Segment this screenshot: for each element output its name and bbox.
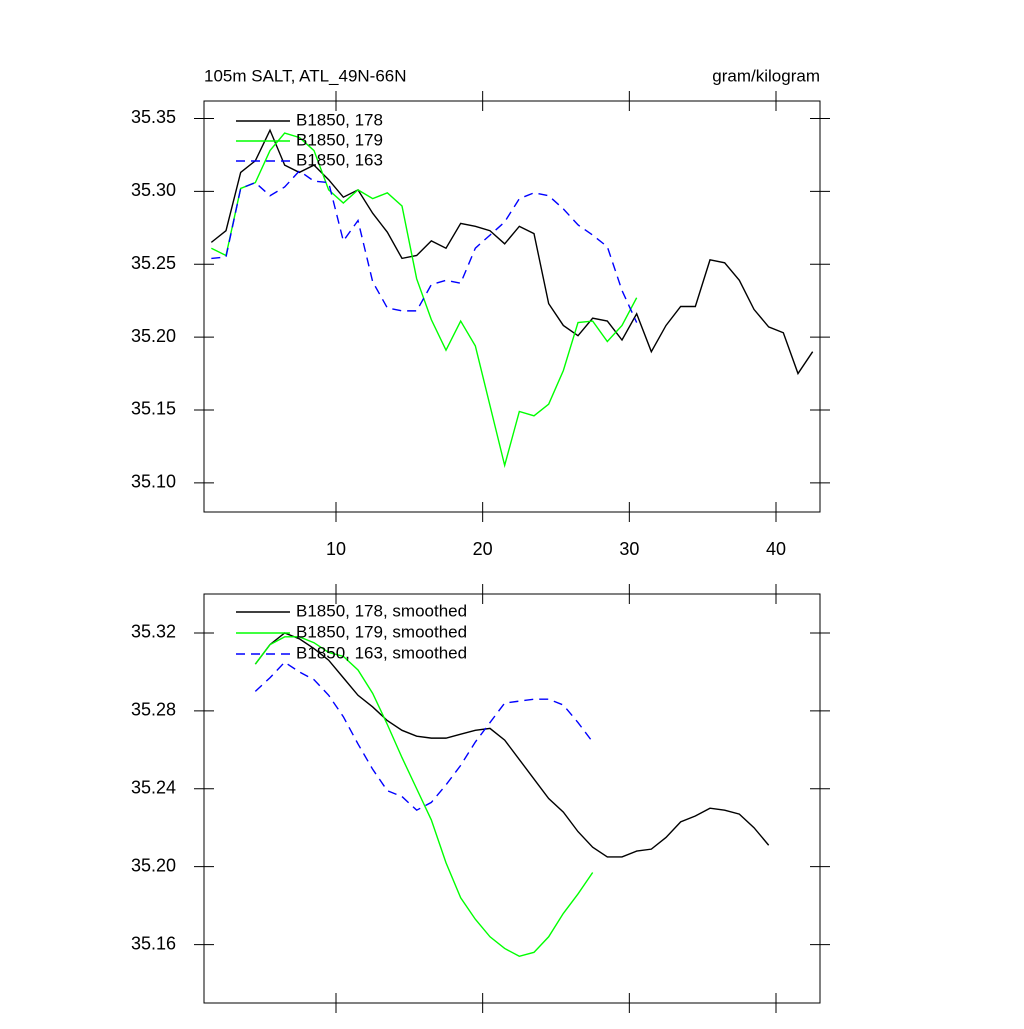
- x-tick-label: 10: [326, 539, 346, 559]
- legend-label: B1850, 163: [296, 150, 383, 169]
- plot-frame: [203, 100, 821, 513]
- y-tick-label: 35.16: [131, 933, 176, 953]
- y-tick-label: 35.25: [131, 253, 176, 273]
- y-tick-label: 35.28: [131, 700, 176, 720]
- y-tick-label: 35.20: [131, 855, 176, 875]
- y-tick-label: 35.35: [131, 107, 176, 127]
- legend-label: B1850, 178: [296, 110, 383, 129]
- legend-label: B1850, 179: [296, 130, 383, 149]
- plot-frame: [203, 593, 821, 1004]
- data-line: [254, 632, 770, 858]
- legend-label: B1850, 163, smoothed: [296, 643, 467, 662]
- y-tick-label: 35.15: [131, 399, 176, 419]
- data-line: [211, 170, 638, 323]
- chart-title: 105m SALT, ATL_49N-66N: [204, 66, 407, 85]
- data-line: [211, 132, 638, 469]
- units-label: gram/kilogram: [712, 66, 820, 85]
- y-tick-label: 35.24: [131, 778, 176, 798]
- x-tick-label: 40: [766, 539, 786, 559]
- y-tick-label: 35.20: [131, 326, 176, 346]
- legend-label: B1850, 178, smoothed: [296, 601, 467, 620]
- x-tick-label: 30: [619, 539, 639, 559]
- x-tick-label: 20: [473, 539, 493, 559]
- legend-label: B1850, 179, smoothed: [296, 622, 467, 641]
- data-line: [210, 128, 814, 376]
- y-tick-label: 35.30: [131, 180, 176, 200]
- y-tick-label: 35.10: [131, 472, 176, 492]
- data-line: [254, 636, 594, 958]
- y-tick-label: 35.32: [131, 622, 176, 642]
